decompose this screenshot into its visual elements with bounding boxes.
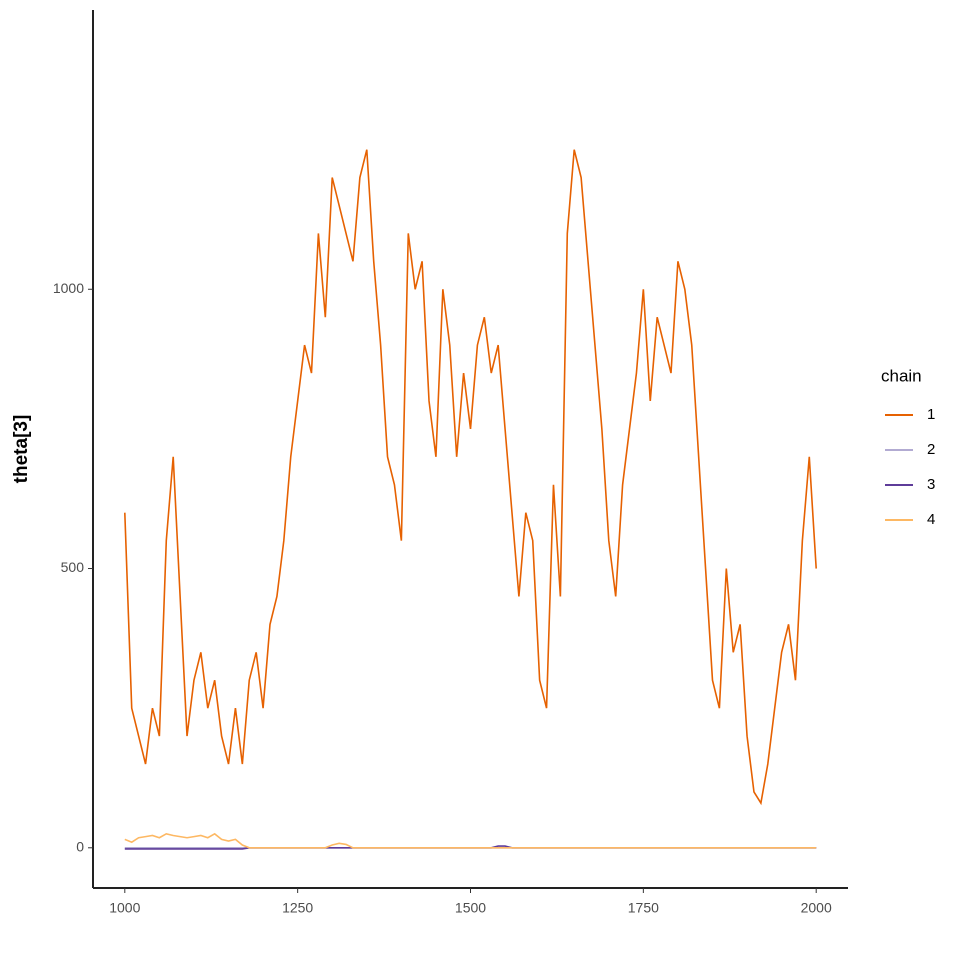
x-tick-label: 1000 — [109, 900, 140, 916]
y-tick-label: 0 — [76, 838, 84, 854]
legend-label: 4 — [927, 511, 935, 528]
legend-title: chain — [881, 366, 922, 385]
legend-label: 3 — [927, 476, 935, 493]
x-tick-label: 2000 — [801, 900, 832, 916]
x-tick-label: 1250 — [282, 900, 313, 916]
legend-label: 2 — [927, 441, 935, 458]
x-tick-label: 1500 — [455, 900, 486, 916]
y-tick-label: 500 — [61, 559, 85, 575]
y-axis-label: theta[3] — [11, 415, 32, 484]
trace-line — [124, 832, 817, 849]
trace-line — [124, 149, 817, 806]
legend-label: 1 — [927, 406, 935, 423]
y-tick-label: 1000 — [53, 280, 84, 296]
x-tick-label: 1750 — [628, 900, 659, 916]
